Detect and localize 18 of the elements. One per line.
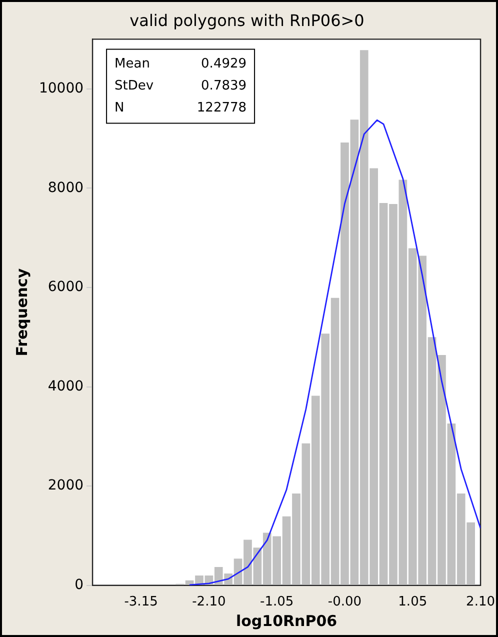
x-axis-title: log10RnP06 <box>236 612 338 630</box>
y-tick-label: 8000 <box>48 180 84 196</box>
x-tick-label: -0.00 <box>328 594 362 610</box>
y-axis-title: Frequency <box>12 268 31 356</box>
y-tick-label: 10000 <box>38 80 84 96</box>
x-tick-label: 1.05 <box>398 594 428 610</box>
text: Mean 0.4929 <box>114 56 247 72</box>
x-tick-label: 2.10 <box>466 594 496 610</box>
chart-title: valid polygons with RnP06>0 <box>130 10 364 30</box>
x-tick-label: -2.10 <box>192 594 226 610</box>
x-tick-label: -1.05 <box>260 594 294 610</box>
x-tick-label: -3.15 <box>124 594 158 610</box>
y-tick-label: 4000 <box>48 378 84 394</box>
text: StDev 0.7839 <box>114 78 247 94</box>
y-tick-label: 6000 <box>48 279 84 296</box>
y-tick-label: 2000 <box>48 478 84 494</box>
y-tick-label: 0 <box>74 577 84 594</box>
text: N 122778 <box>114 100 247 116</box>
